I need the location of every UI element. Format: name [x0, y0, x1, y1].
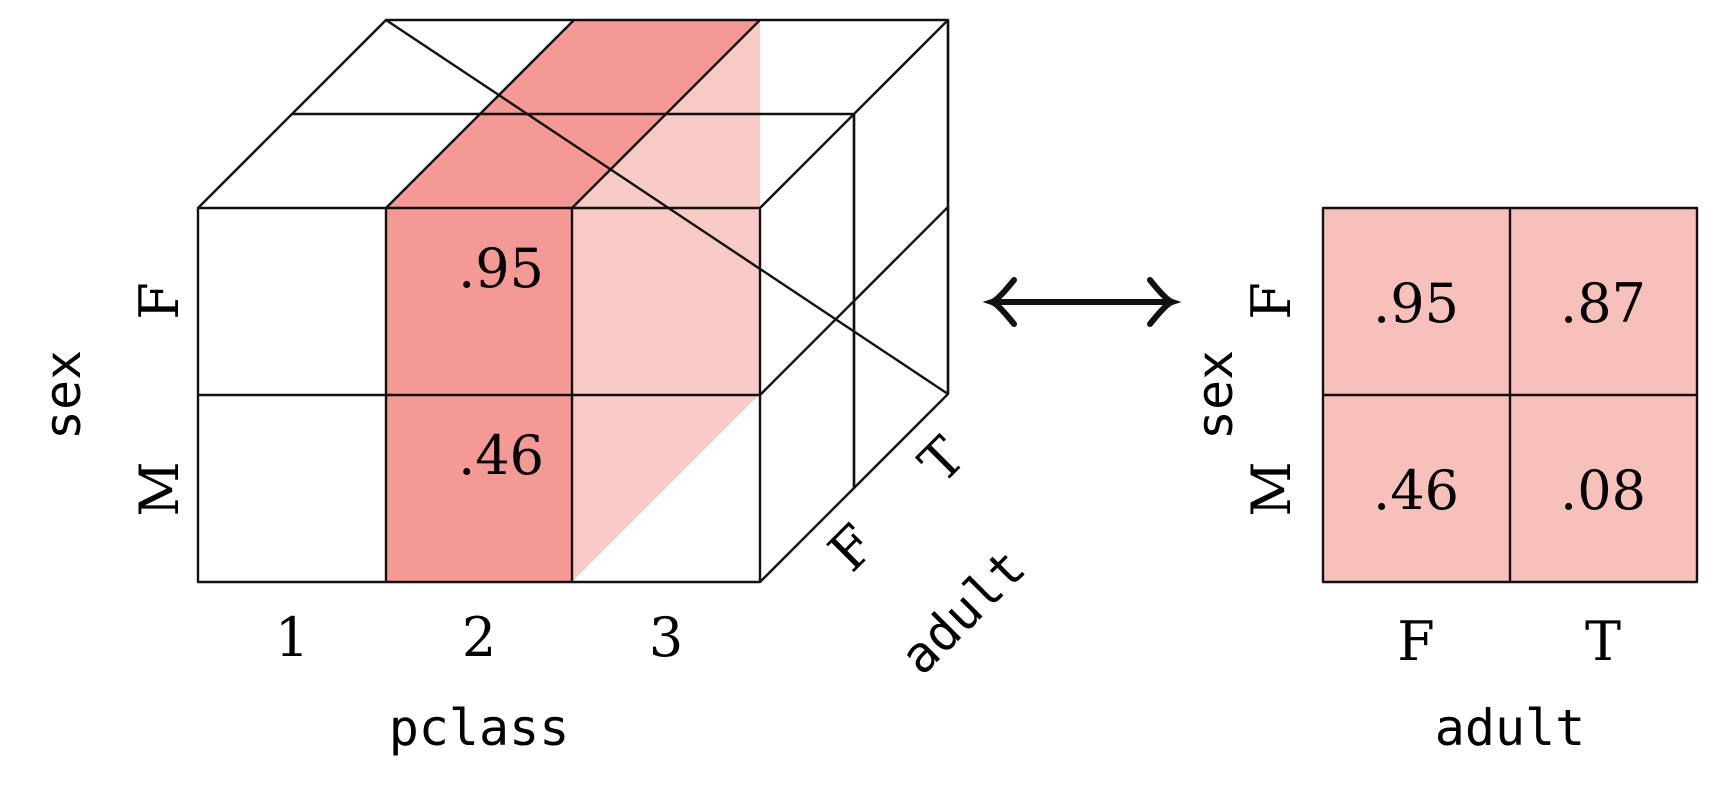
cube-z-axis-label: adult — [889, 538, 1036, 685]
double-headed-arrow-icon — [982, 277, 1182, 327]
cube-y-tick-f: F — [128, 282, 191, 319]
cube-x-tick-1: 1 — [275, 606, 309, 669]
cube-y-tick-m: M — [128, 461, 191, 516]
cube-value-f: .95 — [458, 237, 544, 300]
cube-edge — [571, 19, 761, 209]
cube-x-tick-3: 3 — [649, 606, 683, 669]
cube-y-axis-label: sex — [34, 350, 92, 440]
matrix-row-axis-label: sex — [1186, 350, 1244, 440]
matrix-col-tick-f: F — [1397, 610, 1434, 673]
cube-z-tick-t: T — [907, 425, 977, 495]
matrix-cell: .87 — [1560, 272, 1646, 335]
matrix-cell: .95 — [1373, 272, 1459, 335]
cube-x-axis-label: pclass — [389, 699, 570, 757]
cube-value-m: .46 — [458, 424, 544, 487]
matrix-cell: .08 — [1560, 459, 1646, 522]
matrix-col-tick-t: T — [1585, 610, 1621, 673]
cube-edge — [197, 19, 387, 209]
cube-edge — [385, 19, 575, 209]
matrix-2x2: .95 .87 .46 .08 F M sex F T adult — [1186, 206, 1699, 757]
cube-x-tick-2: 2 — [462, 606, 496, 669]
matrix-row-tick-m: M — [1240, 461, 1303, 516]
cube-z-tick-f: F — [816, 512, 887, 583]
slice-shadow-face — [572, 20, 760, 582]
matrix-cell: .46 — [1373, 459, 1459, 522]
matrix-row-tick-f: F — [1240, 282, 1303, 319]
matrix-col-axis-label: adult — [1435, 699, 1586, 757]
cube-3d: .95 .46 1 2 3 pclass F M sex F T adult — [34, 18, 1037, 757]
